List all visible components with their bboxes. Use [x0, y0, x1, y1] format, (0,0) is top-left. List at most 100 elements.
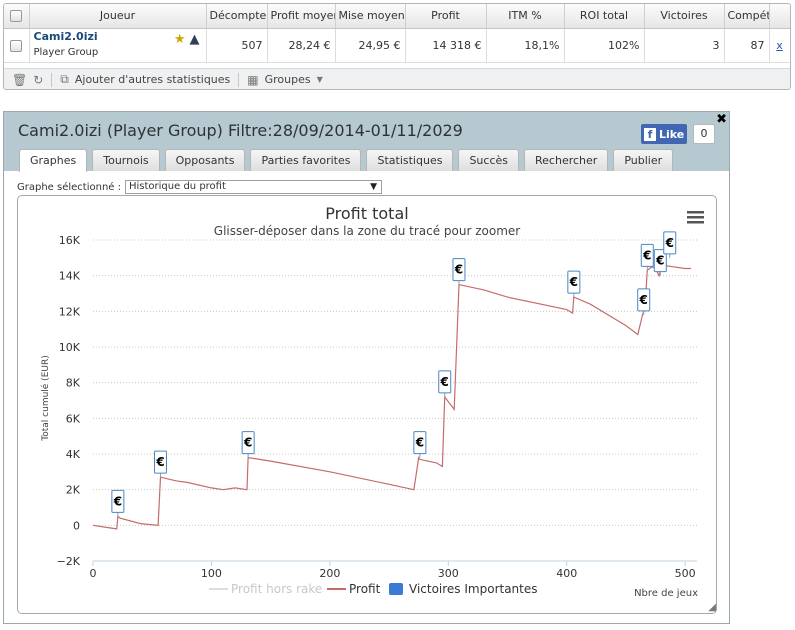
col-header-wins[interactable]: Victoires	[644, 4, 725, 29]
add-stats-icon[interactable]: ⧉	[60, 72, 69, 86]
star-badge-icon: ★	[173, 31, 186, 47]
victory-marker-label: €	[642, 248, 651, 262]
chart-menu-icon[interactable]	[687, 211, 704, 224]
victory-marker-flag	[154, 450, 168, 474]
victory-marker-label: €	[155, 455, 164, 469]
dialog-tabs: Graphes Tournois Opposants Parties favor…	[19, 149, 678, 172]
profit-chart[interactable]: Profit total Glisser-déposer dans la zon…	[18, 196, 716, 613]
stats-toolbar: 🗑 ↻ ⧉ Ajouter d'autres statistiques ▦ Gr…	[4, 68, 790, 89]
col-header-count[interactable]: Décompte	[206, 4, 268, 29]
col-header-avg-profit[interactable]: Profit moyen	[267, 4, 336, 29]
legend-item-profit-hors-rake[interactable]: Profit hors rake	[231, 582, 322, 596]
victory-marker[interactable]: €	[653, 249, 667, 276]
graph-select[interactable]: Historique du profit ▼	[125, 180, 382, 194]
col-header-actions	[769, 4, 790, 29]
player-name-link[interactable]: Cami2.0izi	[33, 30, 98, 43]
groups-icon[interactable]: ▦	[247, 72, 259, 87]
victory-marker[interactable]: €	[154, 450, 168, 478]
x-tick-label: 300	[438, 567, 459, 580]
cell-avg-profit: 28,24 €	[267, 28, 336, 63]
tab-tournois[interactable]: Tournois	[92, 149, 160, 171]
series-line-profit[interactable]	[92, 264, 692, 530]
victory-marker-label: €	[454, 263, 463, 277]
victory-marker-flag	[637, 288, 651, 312]
tab-graphes[interactable]: Graphes	[19, 149, 88, 172]
chart-axes: −2K 0 2K 4K 6K 8K 10K 12K 14K 16K 0 100 200 300 400 500	[57, 234, 697, 580]
trash-icon[interactable]: 🗑	[12, 72, 28, 87]
toolbar-divider	[51, 72, 53, 87]
cell-roi: 102%	[564, 28, 645, 63]
col-header-roi[interactable]: ROI total	[564, 4, 645, 29]
close-icon[interactable]: ✖	[716, 112, 727, 127]
tab-publier[interactable]: Publier	[613, 149, 674, 171]
add-stats-button[interactable]: Ajouter d'autres statistiques	[74, 73, 231, 86]
player-group-label: Player Group	[33, 47, 99, 58]
victory-marker-flag	[567, 270, 581, 294]
graph-select-value: Historique du profit	[129, 181, 226, 192]
resize-handle-icon[interactable]: ◢	[708, 602, 716, 613]
table-row[interactable]: Cami2.0izi Player Group ★ ▲ 507 28,24 € 2…	[4, 28, 790, 63]
chevron-down-icon[interactable]: ▼	[316, 75, 323, 84]
like-label: Like	[659, 127, 685, 141]
col-header-itm[interactable]: ITM %	[486, 4, 565, 29]
cell-wins: 3	[644, 28, 725, 63]
dialog-title: Cami2.0izi (Player Group) Filtre:28/09/2…	[18, 121, 463, 140]
victory-marker-label: €	[665, 236, 674, 250]
legend-item-victoires[interactable]: Victoires Importantes	[409, 582, 538, 596]
x-tick-label: 400	[556, 567, 577, 580]
y-tick-label: 8K	[66, 377, 81, 390]
tab-statistiques[interactable]: Statistiques	[366, 149, 454, 171]
victory-marker[interactable]: €	[111, 489, 125, 517]
victory-marker-label: €	[655, 254, 664, 268]
select-all-checkbox[interactable]	[10, 10, 23, 23]
chart-grid	[93, 239, 697, 562]
chart-legend: Profit hors rake Profit Victoires Import…	[209, 582, 538, 596]
row-select[interactable]	[4, 28, 30, 63]
col-header-entries[interactable]: Compét	[724, 4, 770, 29]
victory-marker[interactable]: €	[567, 270, 581, 298]
dialog-header[interactable]: Cami2.0izi (Player Group) Filtre:28/09/2…	[4, 112, 729, 172]
victory-marker-flag	[413, 431, 427, 455]
legend-swatch-victoires	[389, 583, 403, 595]
tab-rechercher[interactable]: Rechercher	[524, 149, 609, 171]
y-tick-label: 16K	[59, 234, 81, 247]
player-cell[interactable]: Cami2.0izi Player Group ★ ▲	[29, 28, 207, 63]
col-header-profit[interactable]: Profit	[405, 4, 487, 29]
tab-opposants[interactable]: Opposants	[164, 149, 246, 171]
col-header-avg-stake[interactable]: Mise moyen	[335, 4, 406, 29]
tab-parties-favorites[interactable]: Parties favorites	[250, 149, 362, 171]
victory-marker-label: €	[569, 275, 578, 289]
refresh-icon[interactable]: ↻	[33, 72, 44, 87]
row-checkbox[interactable]	[10, 39, 23, 52]
y-tick-label: 6K	[66, 412, 81, 425]
tab-succes[interactable]: Succès	[458, 149, 520, 171]
victory-marker[interactable]: €	[452, 258, 466, 285]
facebook-like-button[interactable]: f Like	[641, 124, 687, 144]
y-tick-label: 12K	[59, 305, 81, 318]
like-count: 0	[693, 124, 715, 144]
victory-marker[interactable]: €	[637, 288, 651, 315]
y-tick-label: 10K	[59, 341, 81, 354]
y-tick-label: 4K	[66, 448, 81, 461]
victory-marker[interactable]: €	[663, 231, 677, 258]
victory-marker-flag	[653, 249, 667, 273]
victory-marker-flag	[241, 431, 255, 455]
cell-itm: 18,1%	[486, 28, 565, 63]
groups-button[interactable]: Groupes	[264, 73, 311, 86]
x-axis-label: Nbre de jeux	[634, 588, 698, 599]
cell-avg-stake: 24,95 €	[335, 28, 406, 63]
victory-marker[interactable]: €	[413, 431, 427, 458]
chevron-down-icon: ▼	[370, 182, 377, 192]
col-header-player[interactable]: Joueur	[29, 4, 207, 29]
victory-marker[interactable]: €	[241, 431, 255, 458]
remove-row-link[interactable]: x	[769, 28, 790, 63]
victory-marker[interactable]: €	[438, 370, 452, 397]
cell-count: 507	[206, 28, 268, 63]
player-stats-table: Joueur Décompte Profit moyen Mise moyen …	[4, 4, 790, 63]
facebook-icon: f	[644, 127, 656, 141]
toolbar-divider	[238, 72, 240, 87]
victory-marker[interactable]: €	[640, 243, 654, 271]
select-all-header[interactable]	[4, 4, 30, 29]
legend-item-profit[interactable]: Profit	[349, 582, 381, 596]
y-tick-label: 0	[73, 519, 80, 532]
